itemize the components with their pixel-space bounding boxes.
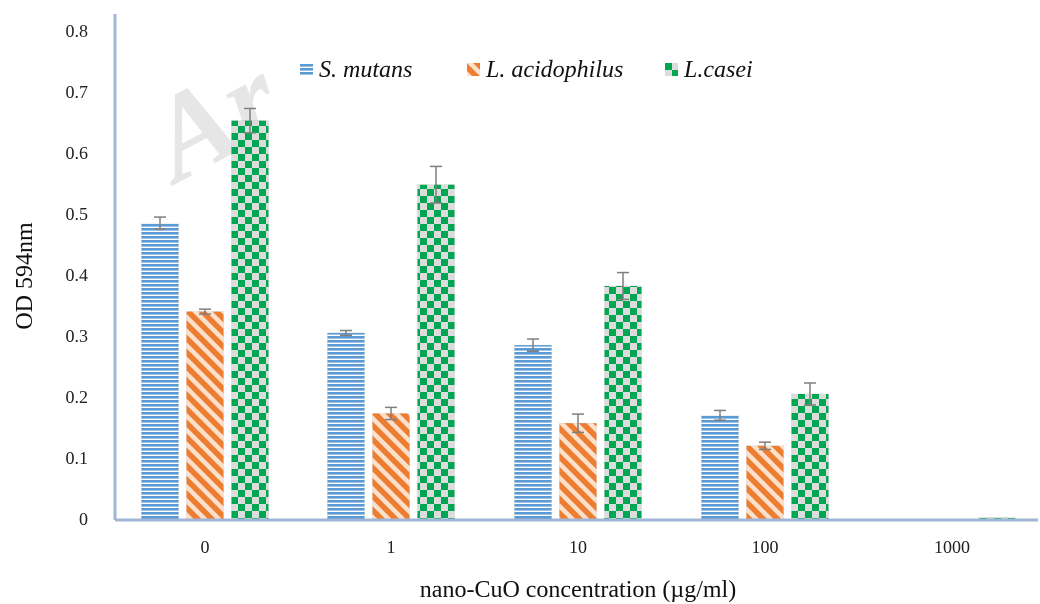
error-bar-s-mutans-0: [154, 216, 166, 230]
bar-s-mutans-100: [701, 415, 739, 520]
bar-l-casei-1: [417, 184, 455, 520]
legend-label-l-acidophilus: L. acidophilus: [485, 57, 623, 83]
error-bars: [154, 107, 816, 451]
x-tick-label: 1: [387, 537, 396, 557]
bar-s-mutans-0: [141, 222, 179, 520]
error-bar-s-mutans-10: [527, 338, 539, 352]
y-tick-label: 0.2: [66, 387, 89, 407]
bar-l-casei-10: [604, 285, 642, 520]
bar-l-acidophilus-10: [559, 422, 597, 520]
y-tick-label: 0.1: [66, 448, 89, 468]
x-axis-title: nano-CuO concentration (µg/ml): [420, 577, 736, 603]
bar-l-acidophilus-100: [746, 445, 784, 520]
legend-swatch-l-acidophilus: [467, 63, 480, 76]
y-tick-labels: 0 0.1 0.2 0.3 0.4 0.5 0.6 0.7 0.8: [66, 21, 89, 529]
y-tick-label: 0.8: [66, 21, 89, 41]
x-tick-label: 10: [569, 537, 587, 557]
bar-s-mutans-10: [514, 344, 552, 520]
watermark: Ar: [121, 29, 303, 210]
y-tick-label: 0.4: [66, 265, 89, 285]
bar-s-mutans-1: [327, 332, 365, 520]
legend: S. mutans L. acidophilus L.casei: [300, 57, 753, 83]
y-tick-label: 0: [79, 509, 88, 529]
legend-item-l-acidophilus: L. acidophilus: [467, 57, 623, 83]
legend-swatch-s-mutans: [300, 63, 313, 76]
bar-l-acidophilus-1: [372, 413, 410, 520]
bar-l-casei-0: [231, 120, 269, 520]
error-bar-l-acidophilus-0: [199, 308, 211, 315]
y-tick-label: 0.6: [66, 143, 89, 163]
bar-l-acidophilus-0: [186, 311, 224, 520]
error-bar-l-acidophilus-100: [759, 441, 771, 451]
error-bar-l-casei-100: [804, 382, 816, 406]
legend-item-s-mutans: S. mutans: [300, 57, 412, 83]
y-tick-label: 0.7: [66, 82, 89, 102]
error-bar-s-mutans-100: [714, 409, 726, 421]
y-axis-title: OD 594nm: [12, 222, 38, 330]
error-bar-s-mutans-1: [340, 329, 352, 337]
error-bar-l-casei-10: [617, 271, 629, 301]
bar-l-casei-100: [791, 393, 829, 520]
x-tick-labels: 0 1 10 100 1000: [201, 537, 971, 557]
x-tick-label: 0: [201, 537, 210, 557]
y-tick-label: 0.5: [66, 204, 89, 224]
legend-label-s-mutans: S. mutans: [319, 57, 412, 83]
error-bar-l-casei-0: [244, 107, 256, 134]
legend-label-l-casei: L.casei: [683, 57, 753, 83]
error-bar-l-acidophilus-1: [385, 406, 397, 421]
x-tick-label: 100: [752, 537, 779, 557]
error-bar-l-casei-1: [430, 165, 442, 204]
legend-swatch-l-casei: [665, 63, 678, 76]
x-tick-label: 1000: [934, 537, 970, 557]
bars: [141, 120, 1016, 520]
error-bar-l-acidophilus-10: [572, 413, 584, 434]
legend-item-l-casei: L.casei: [665, 57, 753, 83]
y-tick-label: 0.3: [66, 326, 89, 346]
